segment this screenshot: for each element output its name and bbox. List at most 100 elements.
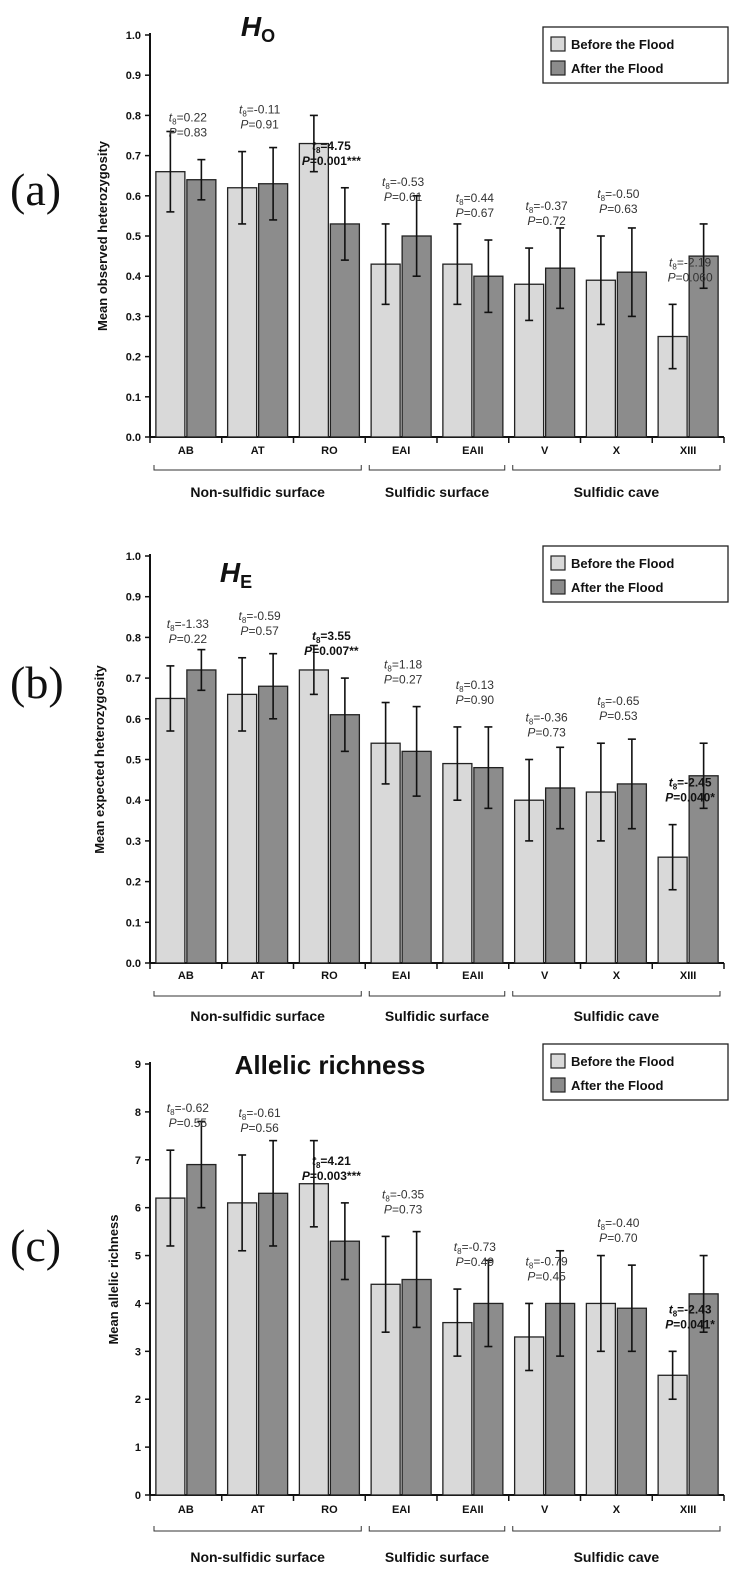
x-category-label: X [613,1504,621,1516]
t-statistic-label: t8=-0.79 [526,1254,568,1270]
t-value: =-0.62 [175,1101,210,1115]
legend-swatch [550,1077,566,1093]
p-value: =0.003*** [310,1169,361,1183]
t-symbol: t [526,199,530,213]
y-tick-label: 0.4 [126,795,142,807]
t-symbol: t [597,1216,601,1230]
p-value: =0.55 [177,1116,208,1130]
p-symbol: P [668,270,676,284]
t-subscript: 8 [385,182,390,191]
t-value: =3.55 [320,629,351,643]
chart-title-subscript: E [240,572,252,592]
x-category-label: XIII [680,445,697,457]
group-label: Sulfidic surface [385,484,489,500]
group-label: Non-sulfidic surface [190,1549,325,1565]
p-symbol: P [302,1169,311,1183]
y-tick-label: 0.1 [126,392,141,404]
x-category-label: AB [178,970,194,982]
t-symbol: t [669,776,674,790]
t-symbol: t [312,1154,317,1168]
x-category-label: EAII [462,445,483,457]
x-category-label: V [541,1504,549,1516]
t-symbol: t [526,711,530,725]
bar-before-AT [226,187,258,438]
t-subscript: 8 [601,701,606,710]
p-value-label: P=0.53 [599,709,638,723]
p-symbol: P [456,693,464,707]
legend-box [542,1043,729,1101]
p-value-label: P=0.007** [304,644,359,658]
group-label: Non-sulfidic surface [190,484,325,500]
y-tick-label: 0.9 [126,592,141,604]
bar-after-EAII [473,275,504,438]
t-symbol: t [167,1101,171,1115]
legend-swatch [550,60,566,76]
bar-before-RO [298,1183,330,1496]
chart-title-main: H [220,557,241,588]
t-value: =-0.35 [390,1187,425,1201]
p-symbol: P [384,673,392,687]
t-value: =-0.40 [605,1216,640,1230]
p-value: =0.57 [248,624,279,638]
t-symbol: t [382,1187,386,1201]
t-subscript: 8 [673,1309,678,1318]
bar-after-RO [329,1240,361,1496]
p-symbol: P [240,624,248,638]
t-symbol: t [597,694,601,708]
x-category-label: XIII [680,1504,697,1516]
group-bracket [368,1526,506,1532]
legend-entry: After the Flood [571,1078,663,1093]
t-statistic-label: t8=-0.50 [597,187,639,203]
x-category-label: EAI [392,970,410,982]
p-value-label: P=0.27 [384,673,423,687]
t-statistic-label: t8=-0.65 [597,694,639,710]
t-value: =-0.65 [605,694,640,708]
y-tick-label: 0.3 [126,836,141,848]
x-category-label: XIII [680,970,697,982]
y-tick-label: 0.1 [126,917,141,929]
p-value: =0.060 [676,270,713,284]
p-value: =0.61 [392,190,423,204]
t-symbol: t [312,139,317,153]
y-tick-label: 1.0 [126,30,141,42]
t-subscript: 8 [529,718,534,727]
p-symbol: P [384,1202,392,1216]
t-statistic-label: t8=4.75 [312,139,351,155]
p-value-label: P=0.73 [527,726,566,740]
p-symbol: P [599,202,607,216]
p-symbol: P [240,118,248,132]
legend-box [542,545,729,603]
t-symbol: t [312,629,317,643]
p-symbol: P [302,154,311,168]
x-category-label: AT [251,970,265,982]
group-label: Sulfidic cave [574,1008,660,1024]
y-tick-label: 0.7 [126,673,141,685]
bar-after-AT [257,183,289,438]
p-symbol: P [456,206,464,220]
x-category-label: AB [178,445,194,457]
t-statistic-label: t8=-0.37 [526,199,568,215]
t-statistic-label: t8=1.18 [384,658,422,674]
t-value: =-0.73 [462,1240,497,1254]
p-value-label: P=0.45 [527,1269,566,1283]
p-value-label: P=0.56 [240,1121,279,1135]
y-tick-label: 0.2 [126,877,141,889]
y-tick-label: 0.8 [126,632,141,644]
t-symbol: t [239,103,243,117]
bar-after-AB [186,179,217,438]
x-category-label: EAI [392,1504,410,1516]
x-category-label: EAII [462,970,483,982]
t-value: =-0.53 [390,175,425,189]
t-value: =4.21 [320,1154,351,1168]
t-symbol: t [382,175,386,189]
t-statistic-label: t8=-2.19 [669,255,711,271]
t-statistic-label: t8=-0.40 [597,1216,639,1232]
t-subscript: 8 [601,194,606,203]
t-value: =0.44 [464,191,495,205]
p-value-label: P=0.90 [456,693,495,707]
t-symbol: t [454,1240,458,1254]
t-subscript: 8 [170,1108,175,1117]
y-tick-label: 0.8 [126,110,141,122]
chart-panel-2: (b) HE Mean expected heterozygosity 0.0 0.1 0… [10,545,729,1024]
